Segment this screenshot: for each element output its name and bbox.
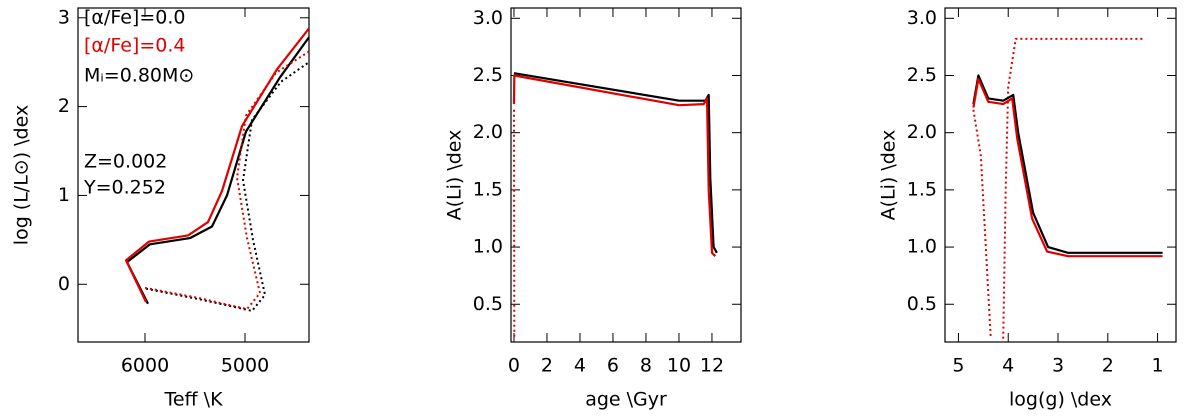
plot-frame — [944, 7, 1177, 343]
plot-frame — [77, 7, 310, 343]
y-tick-label: 0 — [58, 273, 70, 295]
series-line — [513, 72, 718, 254]
annotation: [α/Fe]=0.0 — [84, 7, 185, 29]
series-line — [144, 50, 309, 311]
x-tick-label: 2 — [541, 355, 553, 377]
y-tick-label: 1.0 — [473, 236, 503, 258]
y-tick-label: 1 — [58, 184, 70, 206]
x-tick-label: 10 — [667, 355, 691, 377]
x-tick-label: 2 — [1102, 355, 1114, 377]
x-tick-label: 6000 — [121, 355, 169, 377]
annotation: Z=0.002 — [84, 151, 167, 173]
x-axis-label: log(g) \dex — [1009, 389, 1112, 411]
x-axis-label: Teff \K — [163, 389, 223, 411]
y-axis-label: A(Li) \dex — [444, 130, 466, 221]
y-tick-label: 2.5 — [473, 64, 503, 86]
y-tick-label: 2 — [58, 95, 70, 117]
series-line — [512, 74, 717, 257]
y-tick-label: 2.0 — [473, 121, 503, 143]
y-tick-label: 1.5 — [473, 178, 503, 200]
y-axis-label: A(Li) \dex — [878, 130, 900, 221]
y-tick-label: 0.5 — [907, 293, 937, 315]
series-line — [145, 61, 309, 312]
x-tick-label: 5000 — [221, 355, 269, 377]
x-tick-label: 0 — [508, 355, 520, 377]
series-line — [972, 109, 992, 339]
x-tick-label: 6 — [607, 355, 619, 377]
y-tick-label: 3.0 — [473, 7, 503, 29]
series-line — [124, 27, 309, 303]
y-tick-label: 1.0 — [907, 236, 937, 258]
y-tick-label: 0.5 — [473, 293, 503, 315]
annotation: Y=0.252 — [83, 177, 166, 199]
x-tick-label: 4 — [574, 355, 586, 377]
y-tick-label: 3 — [58, 6, 70, 28]
x-tick-label: 3 — [1052, 355, 1064, 377]
y-tick-label: 1.5 — [907, 178, 937, 200]
annotation: Mᵢ=0.80M⊙ — [84, 65, 194, 87]
series-line — [972, 77, 1163, 258]
plot-frame — [510, 7, 742, 343]
series-line — [972, 74, 1163, 254]
x-tick-label: 4 — [1002, 355, 1014, 377]
x-tick-label: 1 — [1152, 355, 1164, 377]
y-axis-label: log (L/L⊙) \dex — [11, 105, 33, 245]
y-tick-label: 2.5 — [907, 64, 937, 86]
x-tick-label: 12 — [700, 355, 724, 377]
y-tick-label: 3.0 — [907, 7, 937, 29]
y-tick-label: 2.0 — [907, 121, 937, 143]
x-tick-label: 8 — [640, 355, 652, 377]
x-axis-label: age \Gyr — [585, 389, 667, 411]
series-line — [1002, 37, 1146, 339]
annotation: [α/Fe]=0.4 — [84, 35, 185, 57]
series-line — [125, 36, 309, 305]
x-tick-label: 5 — [952, 355, 964, 377]
